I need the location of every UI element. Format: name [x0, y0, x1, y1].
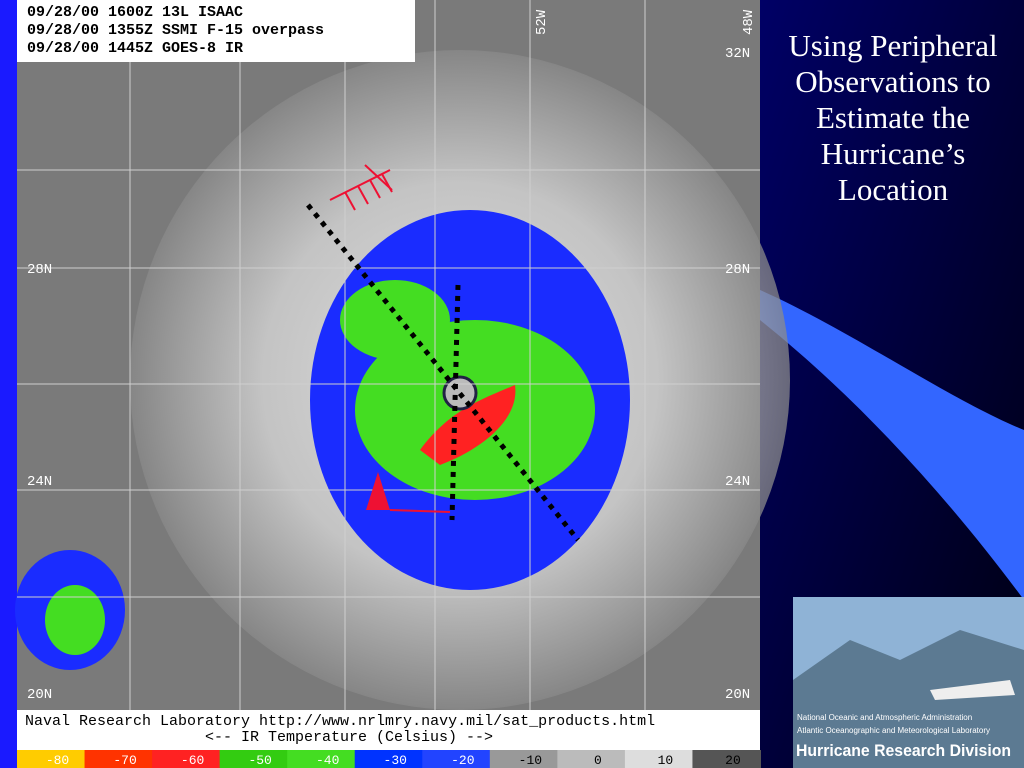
source-text: Naval Research Laboratory http://www.nrl… [25, 713, 655, 730]
footer-box [17, 710, 760, 750]
scale-segment [489, 750, 559, 768]
scale-label: -50 [248, 753, 271, 768]
scale-label: -70 [113, 753, 136, 768]
swoosh [760, 290, 1024, 600]
scale-segment [557, 750, 626, 768]
slide-title: Using Peripheral Observations to Estimat… [788, 28, 998, 207]
header-line: 09/28/00 1600Z 13L ISAAC [27, 4, 243, 21]
scale-segment [422, 750, 491, 768]
scale-segment [17, 750, 86, 768]
latitude-label: 24N [27, 474, 52, 490]
scale-segment [354, 750, 424, 768]
longitude-label: 48W [741, 9, 757, 35]
longitude-label: 52W [534, 9, 550, 35]
scale-segment [152, 750, 221, 768]
scale-label: -40 [316, 753, 339, 768]
lat-lon-grid [17, 0, 760, 710]
scale-segment [84, 750, 154, 768]
convection [340, 280, 450, 360]
logo-text: National Oceanic and Atmospheric Adminis… [797, 713, 972, 722]
deep-convection [420, 385, 516, 465]
scale-segment [219, 750, 289, 768]
color-scale: -80 -70 -60 -50 -40 -30 -20 -10 0 10 20 [17, 750, 761, 768]
scale-label: -30 [384, 753, 407, 768]
latitude-label: 20N [27, 687, 52, 703]
header-box [17, 0, 415, 62]
scale-label: 10 [658, 753, 674, 768]
scale-caption: <-- IR Temperature (Celsius) --> [205, 729, 493, 746]
cloud-cluster [45, 585, 105, 655]
scale-segment [692, 750, 761, 768]
wind-barb [329, 164, 393, 211]
header-line: 09/28/00 1445Z GOES-8 IR [27, 40, 243, 57]
logo: National Oceanic and Atmospheric Adminis… [793, 597, 1024, 768]
scale-label: -80 [46, 753, 69, 768]
latitude-label: 32N [725, 46, 750, 62]
scale-label: -20 [451, 753, 474, 768]
latitude-label: 28N [725, 262, 750, 278]
scale-segment [624, 750, 694, 768]
scale-segment [287, 750, 356, 768]
scale-label: 0 [594, 753, 602, 768]
scale-label: -10 [519, 753, 542, 768]
observation-marker [389, 509, 451, 513]
latitude-label: 28N [27, 262, 52, 278]
scale-label: 20 [725, 753, 741, 768]
latitude-label: 20N [725, 687, 750, 703]
logo-text: Atlantic Oceanographic and Meteorologica… [797, 726, 990, 735]
observation-marker [366, 472, 390, 510]
scale-label: -60 [181, 753, 204, 768]
latitude-label: 24N [725, 474, 750, 490]
header-line: 09/28/00 1355Z SSMI F-15 overpass [27, 22, 324, 39]
logo-text: Hurricane Research Division [796, 741, 1011, 760]
left-strip [0, 0, 17, 768]
